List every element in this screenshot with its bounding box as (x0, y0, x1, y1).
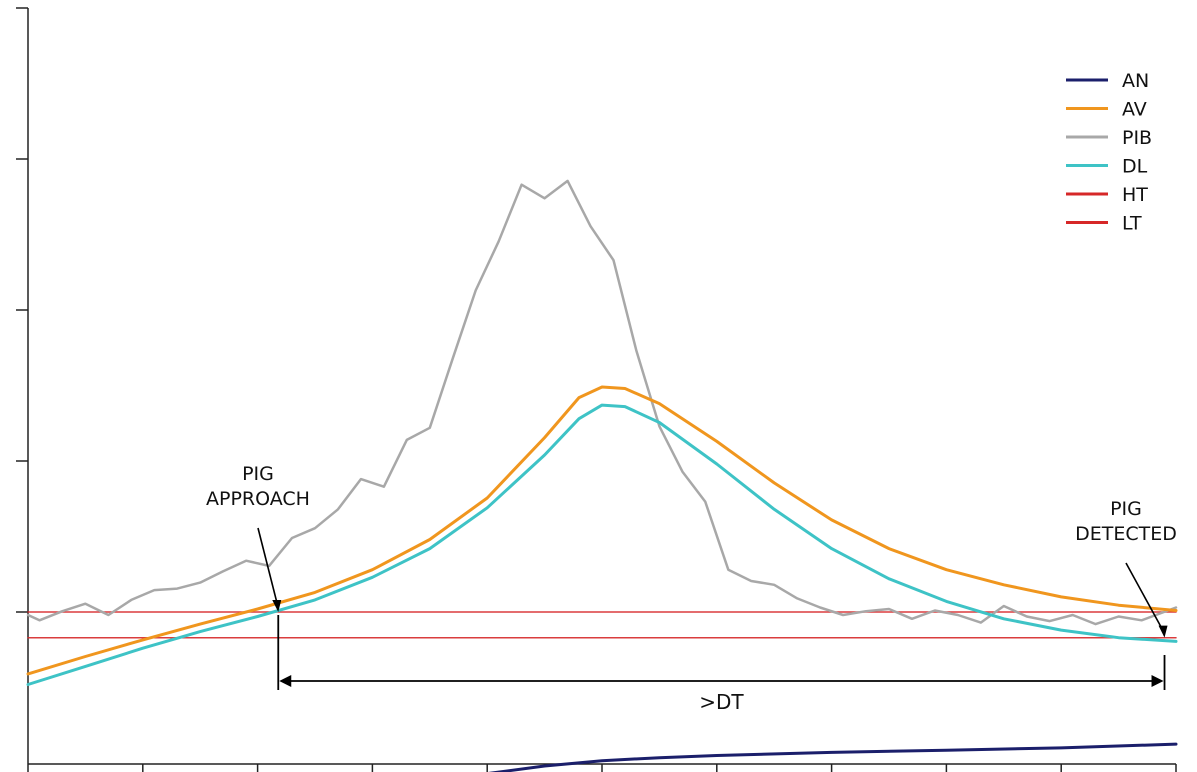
legend-label-dl: DL (1122, 156, 1148, 178)
arrowhead-pig-approach (272, 600, 282, 612)
interval-arrowhead-right (1151, 675, 1164, 687)
arrow-pig-detected (1125, 562, 1164, 631)
annotation-pig-detected: PIG DETECTED (1075, 498, 1177, 545)
legend-label-lt: LT (1122, 213, 1142, 235)
annotation-pig-approach-line-0: PIG (242, 463, 274, 485)
interval-arrowhead-left (279, 675, 292, 687)
series-lines (26, 179, 1178, 772)
series-line-dl (26, 403, 1178, 686)
series-line-an (487, 742, 1178, 772)
arrow-pig-approach (257, 527, 279, 605)
legend: AN AV PIB DL HT LT (1066, 70, 1152, 235)
legend-label-av: AV (1122, 99, 1147, 121)
interval-label: >DT (699, 690, 744, 714)
annotations: PIG APPROACH PIG DETECTED >DT (206, 463, 1177, 714)
annotation-pig-approach: PIG APPROACH (206, 463, 310, 510)
series-line-av (26, 385, 1178, 676)
annotation-pig-detected-line-1: DETECTED (1075, 523, 1177, 545)
arrowhead-pig-detected (1158, 625, 1168, 638)
series-line-pib (26, 179, 1178, 626)
legend-label-an: AN (1122, 70, 1149, 92)
annotation-pig-detected-line-0: PIG (1110, 498, 1142, 520)
legend-label-pib: PIB (1122, 127, 1152, 149)
annotation-pig-approach-line-1: APPROACH (206, 488, 310, 510)
legend-label-ht: HT (1122, 184, 1148, 206)
